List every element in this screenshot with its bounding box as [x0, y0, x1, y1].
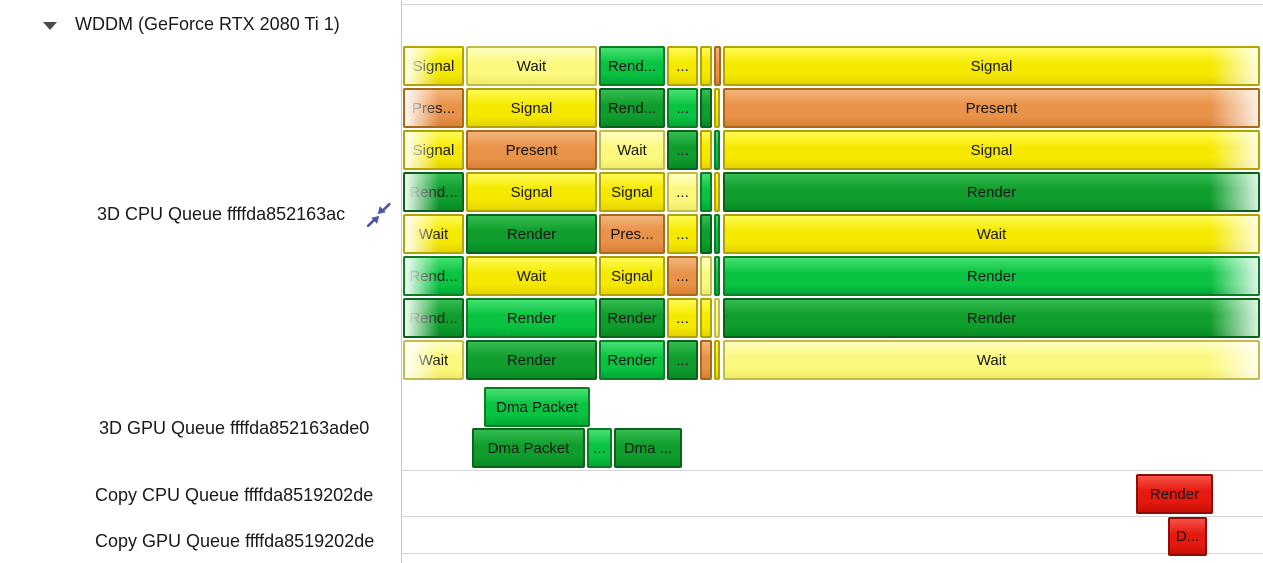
timeline-bar[interactable]: Signal: [403, 46, 464, 86]
timeline-bar-sliver[interactable]: [714, 88, 720, 128]
timeline-bar[interactable]: Render: [466, 340, 597, 380]
timeline-bar[interactable]: Signal: [723, 130, 1260, 170]
timeline-bar[interactable]: ...: [667, 214, 698, 254]
timeline-bar-sliver[interactable]: [714, 172, 720, 212]
timeline-bar[interactable]: Signal: [599, 256, 665, 296]
panel-divider: [400, 0, 402, 563]
queue-label-3d-cpu: 3D CPU Queue ffffda852163ac: [97, 204, 346, 224]
timeline-bar[interactable]: Pres...: [403, 88, 464, 128]
timeline-bar-sliver[interactable]: [700, 46, 712, 86]
timeline-bar[interactable]: Signal: [466, 88, 597, 128]
timeline-bar-sliver[interactable]: [714, 46, 721, 86]
expander-triangle-icon[interactable]: [43, 22, 57, 30]
timeline-bar[interactable]: Wait: [599, 130, 665, 170]
timeline-bar[interactable]: Wait: [723, 340, 1260, 380]
timeline-gridline: [402, 470, 1263, 471]
timeline-bar[interactable]: Present: [466, 130, 597, 170]
timeline-area[interactable]: Signal Wait Rend...... Signal Pres... Signal R…: [402, 0, 1263, 563]
timeline-bar[interactable]: Render: [599, 340, 665, 380]
bottom-gridline: [0, 553, 1263, 554]
timeline-bar-sliver[interactable]: [700, 256, 712, 296]
timeline-bar[interactable]: Render: [723, 256, 1260, 296]
timeline-bar[interactable]: Signal: [599, 172, 665, 212]
timeline-bar-sliver[interactable]: [714, 256, 720, 296]
timeline-bar-sliver[interactable]: [714, 214, 720, 254]
timeline-bar[interactable]: Signal: [723, 46, 1260, 86]
timeline-bar[interactable]: Render: [723, 298, 1260, 338]
timeline-bar[interactable]: ...: [667, 46, 698, 86]
collapse-arrows-icon[interactable]: [366, 203, 392, 227]
device-title: WDDM (GeForce RTX 2080 Ti 1): [75, 14, 340, 34]
timeline-bar[interactable]: Render: [1136, 474, 1213, 514]
timeline-bar-sliver[interactable]: [700, 214, 712, 254]
timeline-gridline: [402, 516, 1263, 517]
timeline-bar-sliver[interactable]: [714, 298, 720, 338]
timeline-bar[interactable]: Wait: [403, 214, 464, 254]
timeline-bar-sliver[interactable]: [700, 130, 712, 170]
timeline-top-gridline: [402, 4, 1263, 5]
timeline-bar[interactable]: Present: [723, 88, 1260, 128]
timeline-bar[interactable]: Rend...: [403, 172, 464, 212]
timeline-bar[interactable]: ...: [667, 298, 698, 338]
timeline-bar-sliver[interactable]: [700, 340, 712, 380]
timeline-bar[interactable]: Wait: [403, 340, 464, 380]
timeline-bar[interactable]: Render: [723, 172, 1260, 212]
timeline-bar[interactable]: Rend...: [403, 298, 464, 338]
timeline-bar[interactable]: ...: [587, 428, 612, 468]
queue-label-3d-gpu: 3D GPU Queue ffffda852163ade0: [99, 418, 370, 438]
timeline-bar[interactable]: ...: [667, 88, 698, 128]
timeline-bar[interactable]: Dma ...: [614, 428, 682, 468]
timeline-bar[interactable]: Rend...: [403, 256, 464, 296]
timeline-bar-sliver[interactable]: [700, 298, 712, 338]
timeline-bar[interactable]: Wait: [466, 256, 597, 296]
queue-label-copy-gpu: Copy GPU Queue ffffda8519202de: [95, 531, 375, 551]
timeline-bar[interactable]: ...: [667, 340, 698, 380]
timeline-bar[interactable]: Wait: [723, 214, 1260, 254]
queue-label-copy-cpu: Copy CPU Queue ffffda8519202de: [95, 485, 374, 505]
timeline-bar-sliver[interactable]: [700, 172, 712, 212]
timeline-bar[interactable]: Dma Packet: [472, 428, 585, 468]
timeline-bar[interactable]: Signal: [466, 172, 597, 212]
timeline-bar[interactable]: ...: [667, 130, 698, 170]
timeline-bar[interactable]: Rend...: [599, 88, 665, 128]
timeline-bar[interactable]: Signal: [403, 130, 464, 170]
timeline-bar[interactable]: D...: [1168, 517, 1207, 556]
timeline-bar[interactable]: Render: [599, 298, 665, 338]
queue-label-panel: WDDM (GeForce RTX 2080 Ti 1) 3D CPU Queu…: [0, 0, 401, 563]
timeline-bar[interactable]: Render: [466, 214, 597, 254]
timeline-bar-sliver[interactable]: [714, 130, 720, 170]
timeline-bar[interactable]: Dma Packet: [484, 387, 590, 427]
timeline-bar[interactable]: Render: [466, 298, 597, 338]
timeline-bar[interactable]: Rend...: [599, 46, 665, 86]
timeline-bar-sliver[interactable]: [714, 340, 720, 380]
timeline-bar[interactable]: ...: [667, 256, 698, 296]
timeline-bar-sliver[interactable]: [700, 88, 712, 128]
timeline-bar[interactable]: ...: [667, 172, 698, 212]
timeline-bar[interactable]: Wait: [466, 46, 597, 86]
timeline-bar[interactable]: Pres...: [599, 214, 665, 254]
